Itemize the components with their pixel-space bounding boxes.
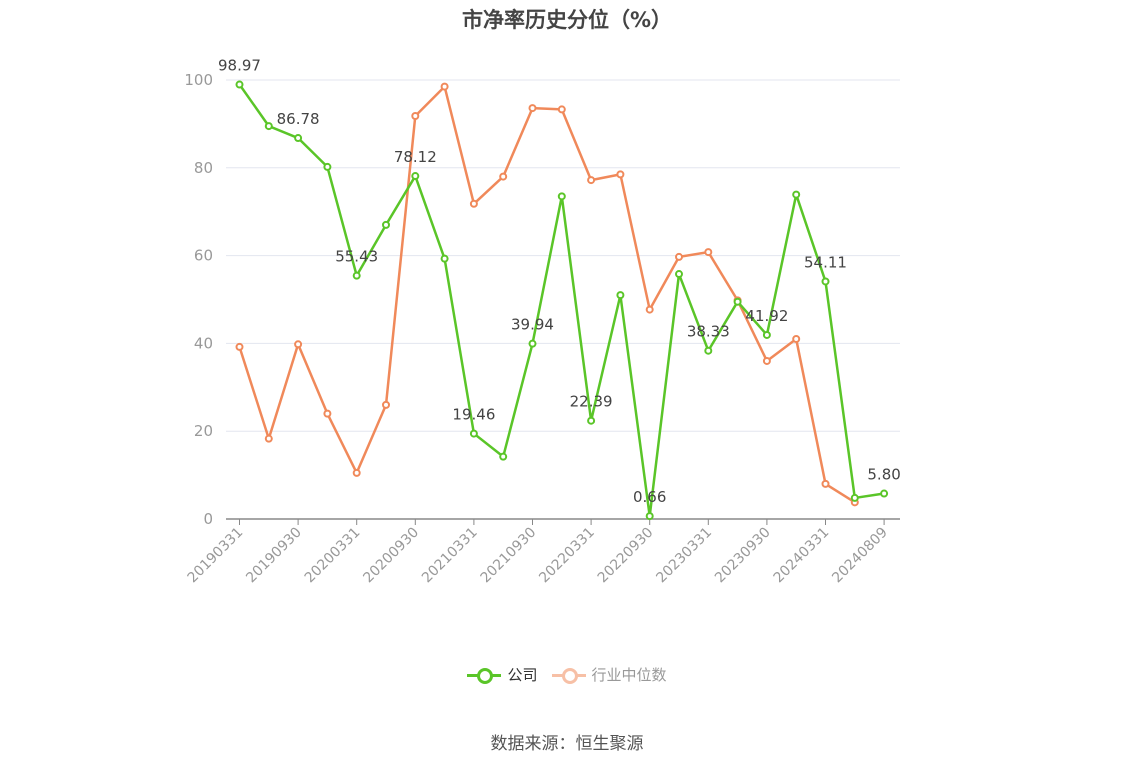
- data-point-company: [528, 339, 537, 348]
- data-label: 86.78: [277, 110, 320, 128]
- data-label: 0.66: [633, 488, 666, 506]
- data-point-industry-median: [499, 172, 508, 181]
- data-point-industry-median: [352, 468, 361, 477]
- x-tick-label: 20210331: [419, 525, 481, 587]
- x-tick-label: 20200331: [302, 525, 364, 587]
- data-point-company: [440, 254, 449, 263]
- data-point-company: [792, 190, 801, 199]
- data-point-company: [469, 429, 478, 438]
- series-line-industry-median: [238, 85, 856, 504]
- data-label: 55.43: [335, 248, 378, 266]
- data-label: 41.92: [745, 307, 788, 325]
- x-tick-label: 20220930: [595, 525, 657, 587]
- data-label: 98.97: [218, 57, 261, 75]
- legend: 公司 行业中位数: [0, 664, 1134, 685]
- series-line-company: [238, 83, 885, 518]
- legend-item-industry-median[interactable]: 行业中位数: [551, 664, 667, 685]
- legend-label-company: 公司: [507, 666, 538, 684]
- x-tick-label: 20190331: [185, 525, 247, 587]
- line-chart: 0 20 40 60 80 100 2019033120190930202003312020…: [184, 57, 901, 587]
- data-point-industry-median: [323, 409, 332, 418]
- data-label: 38.33: [687, 323, 730, 341]
- data-point-industry-median: [645, 305, 654, 314]
- data-point-industry-median: [440, 82, 449, 91]
- y-tick-label: 20: [194, 422, 213, 440]
- series-lines: [238, 83, 885, 518]
- legend-item-company[interactable]: 公司: [467, 664, 538, 685]
- data-point-company: [352, 271, 361, 280]
- data-point-company: [382, 220, 390, 229]
- data-point-company: [762, 330, 771, 339]
- data-point-industry-median: [294, 340, 303, 349]
- data-point-company: [587, 416, 596, 425]
- x-tick-label: 20200930: [360, 525, 422, 587]
- x-tick-label: 20240331: [771, 525, 833, 587]
- data-point-industry-median: [235, 342, 244, 351]
- data-point-industry-median: [587, 176, 596, 185]
- data-point-company: [323, 162, 332, 171]
- data-point-company: [264, 122, 273, 131]
- data-point-industry-median: [264, 434, 273, 443]
- data-source: 数据来源：恒生聚源: [490, 734, 644, 754]
- legend-swatch-company: [467, 667, 502, 684]
- data-point-industry-median: [528, 104, 537, 113]
- legend-swatch-industry-median: [551, 667, 586, 684]
- data-point-company: [499, 452, 508, 461]
- y-tick-label: 60: [194, 247, 213, 265]
- data-point-company: [704, 346, 713, 355]
- grid-lines: [226, 79, 900, 432]
- data-point-company: [850, 493, 859, 502]
- legend-label-industry-median: 行业中位数: [591, 666, 667, 684]
- data-point-company: [616, 291, 625, 300]
- data-label: 54.11: [804, 253, 847, 271]
- x-tick-label: 20230930: [712, 525, 774, 587]
- y-tick-label: 80: [194, 159, 213, 177]
- y-tick-label: 100: [184, 71, 213, 89]
- data-label: 39.94: [511, 316, 554, 334]
- data-label: 5.80: [867, 466, 900, 484]
- x-tick-label: 20240809: [829, 525, 891, 587]
- data-labels: 98.97 86.78 55.43 78.12 19.46 39.94 22.39 0.66 3…: [218, 57, 901, 507]
- chart-title: 市净率历史分位（%）: [461, 8, 673, 32]
- data-point-company: [557, 192, 566, 201]
- data-point-company: [733, 297, 742, 306]
- data-point-company: [880, 489, 889, 498]
- data-point-industry-median: [762, 356, 771, 365]
- series-points: [235, 80, 889, 521]
- data-point-industry-median: [704, 248, 713, 257]
- data-label: 22.39: [570, 393, 613, 411]
- data-point-company: [235, 80, 244, 89]
- data-point-company: [411, 172, 420, 181]
- x-tick-label: 20210930: [478, 525, 540, 587]
- data-point-company: [294, 134, 303, 143]
- data-point-industry-median: [382, 400, 390, 409]
- data-point-company: [821, 277, 830, 286]
- y-tick-label: 40: [194, 334, 213, 352]
- data-point-company: [645, 512, 654, 521]
- x-tick-label: 20230331: [653, 525, 715, 587]
- data-point-company: [675, 270, 683, 279]
- x-tick-label: 20220331: [536, 525, 598, 587]
- x-tick-label: 20190930: [243, 525, 305, 587]
- data-label: 19.46: [452, 406, 495, 424]
- data-point-industry-median: [792, 335, 801, 344]
- data-point-industry-median: [675, 252, 683, 261]
- data-point-industry-median: [821, 479, 830, 488]
- y-tick-label: 0: [203, 510, 213, 528]
- data-label: 78.12: [394, 148, 437, 166]
- data-point-industry-median: [557, 105, 566, 114]
- data-point-industry-median: [469, 199, 478, 208]
- data-point-industry-median: [411, 111, 420, 120]
- data-point-industry-median: [616, 170, 625, 179]
